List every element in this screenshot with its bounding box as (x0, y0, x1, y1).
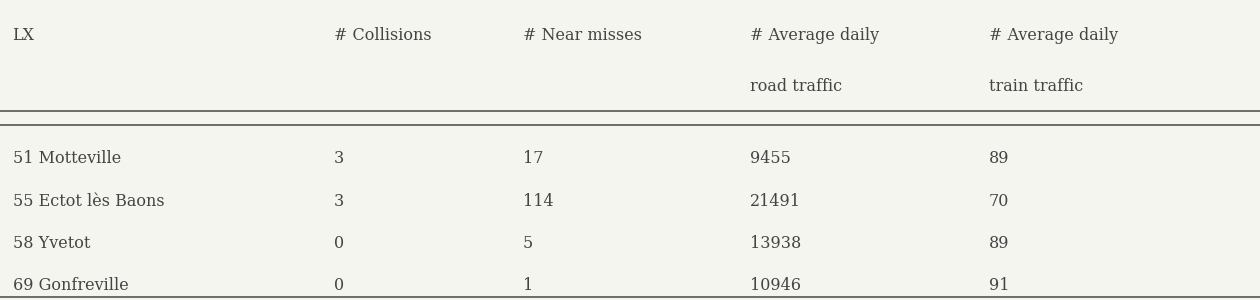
Text: 0: 0 (334, 236, 344, 253)
Text: 21491: 21491 (750, 194, 800, 211)
Text: 3: 3 (334, 194, 344, 211)
Text: train traffic: train traffic (989, 78, 1084, 95)
Text: # Near misses: # Near misses (523, 27, 641, 44)
Text: 89: 89 (989, 150, 1009, 167)
Text: 70: 70 (989, 194, 1009, 211)
Text: 5: 5 (523, 236, 533, 253)
Text: road traffic: road traffic (750, 78, 842, 95)
Text: 17: 17 (523, 150, 543, 167)
Text: 1: 1 (523, 278, 533, 295)
Text: 89: 89 (989, 236, 1009, 253)
Text: 0: 0 (334, 278, 344, 295)
Text: 114: 114 (523, 194, 553, 211)
Text: 10946: 10946 (750, 278, 800, 295)
Text: 3: 3 (334, 150, 344, 167)
Text: LX: LX (13, 27, 34, 44)
Text: # Collisions: # Collisions (334, 27, 431, 44)
Text: 51 Motteville: 51 Motteville (13, 150, 121, 167)
Text: # Average daily: # Average daily (989, 27, 1118, 44)
Text: 55 Ectot lès Baons: 55 Ectot lès Baons (13, 194, 164, 211)
Text: 69 Gonfreville: 69 Gonfreville (13, 278, 129, 295)
Text: # Average daily: # Average daily (750, 27, 878, 44)
Text: 9455: 9455 (750, 150, 790, 167)
Text: 13938: 13938 (750, 236, 801, 253)
Text: 91: 91 (989, 278, 1009, 295)
Text: 58 Yvetot: 58 Yvetot (13, 236, 89, 253)
